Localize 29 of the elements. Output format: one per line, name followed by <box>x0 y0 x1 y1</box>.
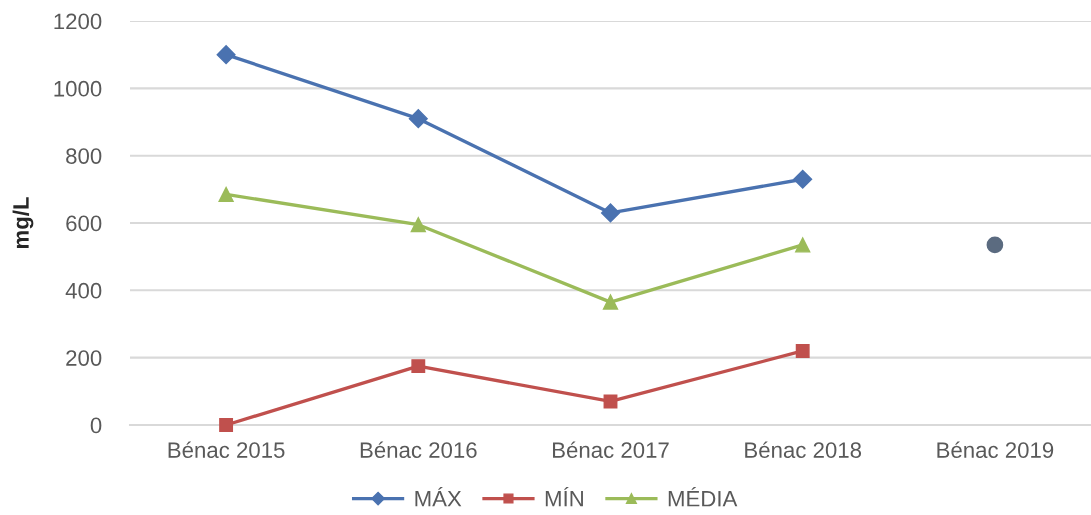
point <box>795 237 811 253</box>
point <box>216 45 236 65</box>
point <box>410 217 426 233</box>
point <box>603 394 618 409</box>
point <box>408 109 428 129</box>
x-tick-label: Bénac 2017 <box>553 441 669 458</box>
y-tick-label: 400 <box>65 282 102 299</box>
x-tick-label: Bénac 2019 <box>937 441 1054 458</box>
point <box>986 236 1004 254</box>
x-tick-label: Bénac 2018 <box>745 441 862 458</box>
point <box>411 359 426 374</box>
y-tick-label: 200 <box>66 350 102 366</box>
point <box>795 343 810 358</box>
x-tick-label: Bénac 2015 <box>168 441 285 458</box>
point <box>600 203 621 223</box>
point <box>218 186 234 203</box>
point <box>219 418 234 432</box>
y-tick-label: 800 <box>66 148 102 164</box>
y-axis-title: mg/L <box>12 197 34 249</box>
y-tick-label: 0 <box>90 417 102 434</box>
legend-label: MÁX <box>415 487 462 507</box>
point <box>793 169 813 189</box>
legend-label: MÉDIA <box>668 487 738 507</box>
legend-label: MÍN <box>545 487 583 507</box>
y-tick-label: 600 <box>66 215 102 232</box>
y-tick-label: 1200 <box>54 13 102 30</box>
y-tick-label: 1000 <box>54 80 102 97</box>
point <box>602 294 619 310</box>
x-tick-label: Bénac 2016 <box>360 441 477 458</box>
